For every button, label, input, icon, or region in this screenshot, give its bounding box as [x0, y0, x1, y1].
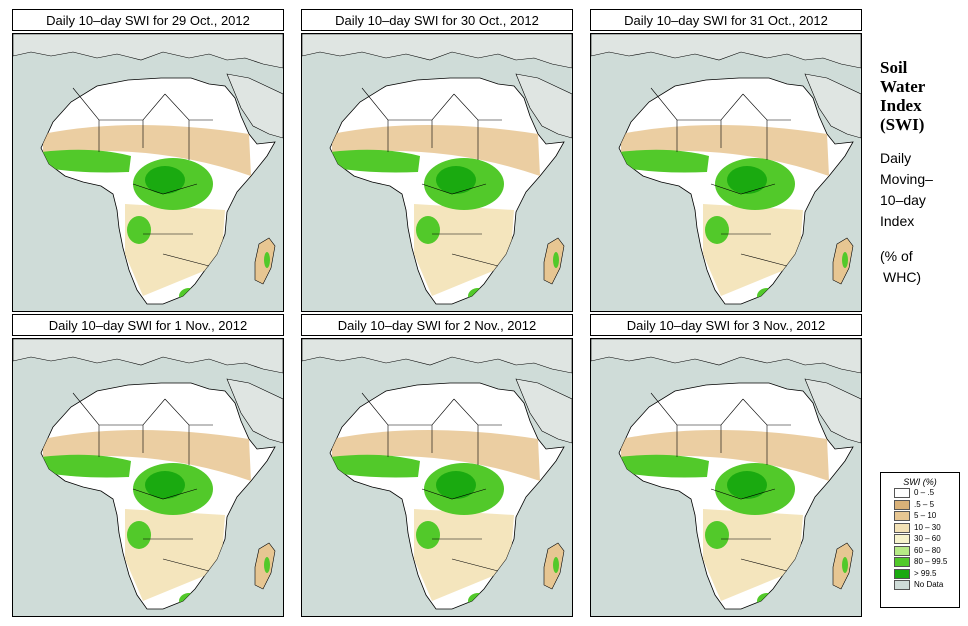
- legend-item: > 99.5: [881, 568, 959, 580]
- legend-item: 0 – .5: [881, 487, 959, 499]
- title-line: (SWI): [880, 115, 925, 134]
- map-frame: [301, 338, 573, 617]
- title-line: Soil: [880, 58, 908, 77]
- country-borders: [72, 87, 213, 267]
- legend-label: .5 – 5: [914, 499, 935, 509]
- legend-label: 60 – 80: [914, 545, 941, 555]
- swi-shading: [41, 125, 251, 304]
- country-borders: [72, 392, 213, 572]
- panel-title: Daily 10–day SWI for 3 Nov., 2012: [590, 314, 862, 336]
- index-description: Daily Moving– 10–day Index: [880, 148, 960, 232]
- map-panel-4: Daily 10–day SWI for 1 Nov., 2012: [12, 314, 284, 618]
- panel-title: Daily 10–day SWI for 29 Oct., 2012: [12, 9, 284, 31]
- swi-shading: [619, 430, 829, 609]
- legend-title: SWI (%): [903, 477, 937, 487]
- arabia-landmass: [226, 378, 283, 444]
- country-borders: [650, 87, 791, 267]
- legend-label: > 99.5: [914, 568, 937, 578]
- legend-swatch: [894, 568, 910, 579]
- legend-swatch: [894, 545, 910, 556]
- index-title: Soil Water Index (SWI): [880, 58, 960, 134]
- europe-landmass: [13, 34, 283, 69]
- europe-landmass: [302, 339, 572, 374]
- map-frame: [12, 33, 284, 312]
- index-unit: (% of WHC): [880, 246, 960, 288]
- map-panel-2: Daily 10–day SWI for 30 Oct., 2012: [301, 9, 573, 313]
- swi-shading: [330, 125, 540, 304]
- africa-map: [13, 339, 283, 616]
- legend-item: 80 – 99.5: [881, 556, 959, 568]
- legend-swatch: [894, 488, 910, 498]
- legend-label: 10 – 30: [914, 522, 941, 532]
- map-frame: [301, 33, 573, 312]
- madagascar-wet: [553, 557, 559, 573]
- madagascar-wet: [264, 252, 270, 268]
- legend-rows: 0 – .5 .5 – 5 5 – 10 10 – 30 30 – 60 60 – 80 8…: [881, 487, 959, 591]
- desc-line: 10–day: [880, 192, 926, 208]
- country-borders: [361, 87, 502, 267]
- map-frame: [12, 338, 284, 617]
- madagascar-wet: [842, 557, 848, 573]
- panel-title: Daily 10–day SWI for 1 Nov., 2012: [12, 314, 284, 336]
- country-borders: [361, 392, 502, 572]
- map-panel-3: Daily 10–day SWI for 31 Oct., 2012: [590, 9, 862, 313]
- legend-swatch: [894, 522, 910, 533]
- legend-item: 60 – 80: [881, 545, 959, 557]
- legend-label: 80 – 99.5: [914, 557, 948, 566]
- swi-legend: SWI (%) 0 – .5 .5 – 5 5 – 10 10 – 30 30 – 60…: [880, 472, 960, 608]
- map-frame: [590, 33, 862, 312]
- legend-label: 0 – .5: [914, 488, 935, 497]
- legend-swatch: [894, 580, 910, 590]
- unit-line: (% of: [880, 248, 913, 264]
- legend-item: 5 – 10: [881, 510, 959, 522]
- arabia-landmass: [515, 73, 572, 139]
- desc-line: Index: [880, 213, 915, 229]
- legend-item: .5 – 5: [881, 499, 959, 511]
- map-panel-1: Daily 10–day SWI for 29 Oct., 2012: [12, 9, 284, 313]
- arabia-landmass: [226, 73, 283, 139]
- arabia-landmass: [804, 378, 861, 444]
- arabia-landmass: [515, 378, 572, 444]
- legend-swatch: [894, 499, 910, 510]
- africa-map: [591, 34, 861, 311]
- africa-map: [13, 34, 283, 311]
- map-frame: [590, 338, 862, 617]
- europe-landmass: [591, 339, 861, 374]
- legend-swatch: [894, 511, 910, 521]
- madagascar-wet: [842, 252, 848, 268]
- swi-shading: [330, 430, 540, 609]
- panel-title: Daily 10–day SWI for 30 Oct., 2012: [301, 9, 573, 31]
- side-description: Soil Water Index (SWI) Daily Moving– 10–…: [880, 58, 960, 288]
- legend-item: No Data: [881, 579, 959, 591]
- title-line: Water: [880, 77, 926, 96]
- europe-landmass: [591, 34, 861, 69]
- madagascar-wet: [264, 557, 270, 573]
- map-panel-5: Daily 10–day SWI for 2 Nov., 2012: [301, 314, 573, 618]
- title-line: Index: [880, 96, 922, 115]
- legend-item: 10 – 30: [881, 522, 959, 534]
- europe-landmass: [302, 34, 572, 69]
- legend-swatch: [894, 534, 910, 544]
- desc-line: Daily: [880, 150, 912, 166]
- africa-map: [302, 34, 572, 311]
- desc-line: Moving–: [880, 171, 933, 187]
- panel-title: Daily 10–day SWI for 2 Nov., 2012: [301, 314, 573, 336]
- africa-map: [302, 339, 572, 616]
- arabia-landmass: [804, 73, 861, 139]
- europe-landmass: [13, 339, 283, 374]
- legend-label: 5 – 10: [914, 511, 937, 520]
- country-borders: [650, 392, 791, 572]
- map-panel-6: Daily 10–day SWI for 3 Nov., 2012: [590, 314, 862, 618]
- legend-item: 30 – 60: [881, 533, 959, 545]
- legend-label: 30 – 60: [914, 534, 941, 543]
- unit-line: WHC): [883, 269, 922, 285]
- madagascar-wet: [553, 252, 559, 268]
- swi-shading: [619, 125, 829, 304]
- legend-label: No Data: [914, 580, 944, 589]
- legend-swatch: [894, 557, 910, 567]
- africa-map: [591, 339, 861, 616]
- panel-title: Daily 10–day SWI for 31 Oct., 2012: [590, 9, 862, 31]
